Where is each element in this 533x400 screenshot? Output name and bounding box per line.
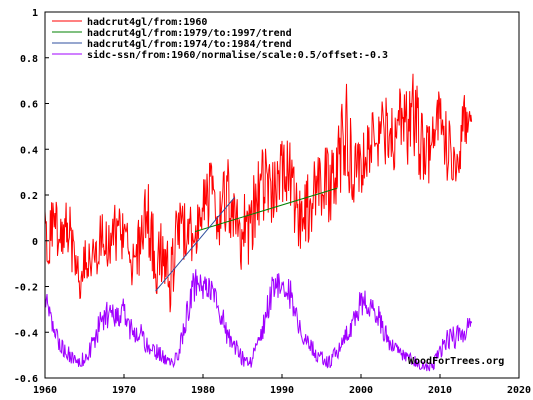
- watermark: WoodForTrees.org: [408, 356, 504, 367]
- y-tick-label-0.8: 0.8: [20, 54, 38, 65]
- y-tick-label--0.6: -0.6: [14, 374, 38, 385]
- y-tick-label--0.2: -0.2: [14, 283, 38, 294]
- x-tick-label-2000: 2000: [349, 385, 373, 396]
- series-layer: [44, 73, 473, 372]
- trend-line-2: [155, 196, 235, 292]
- y-tick-label-0: 0: [32, 237, 38, 248]
- legend-label-1: hadcrut4gl/from:1979/to:1997/trend: [87, 28, 292, 39]
- legend: hadcrut4gl/from:1960hadcrut4gl/from:1979…: [52, 17, 388, 61]
- x-tick-label-2010: 2010: [428, 385, 452, 396]
- x-tick-label-1980: 1980: [191, 385, 215, 396]
- y-tick-label-0.6: 0.6: [20, 100, 38, 111]
- series-line-0: [44, 73, 473, 313]
- series-line-3: [44, 269, 473, 372]
- x-tick-label-1960: 1960: [33, 385, 57, 396]
- x-tick-label-1990: 1990: [270, 385, 294, 396]
- legend-label-2: hadcrut4gl/from:1974/to:1984/trend: [87, 39, 292, 50]
- y-tick-label-0.4: 0.4: [20, 145, 38, 156]
- ticks-layer: 1960 1970 1980 1990 2000 2010 2020 -0.6 -0.4 -0.2…: [14, 8, 531, 396]
- trend-line-1: [194, 187, 338, 233]
- legend-label-3: sidc-ssn/from:1960/normalise/scale:0.5/o…: [87, 49, 388, 61]
- y-tick-label-1: 1: [32, 8, 38, 19]
- y-tick-label-0.2: 0.2: [20, 191, 38, 202]
- y-tick-label--0.4: -0.4: [14, 328, 38, 339]
- x-tick-label-1970: 1970: [112, 385, 136, 396]
- legend-label-0: hadcrut4gl/from:1960: [87, 17, 207, 28]
- x-tick-label-2020: 2020: [507, 385, 531, 396]
